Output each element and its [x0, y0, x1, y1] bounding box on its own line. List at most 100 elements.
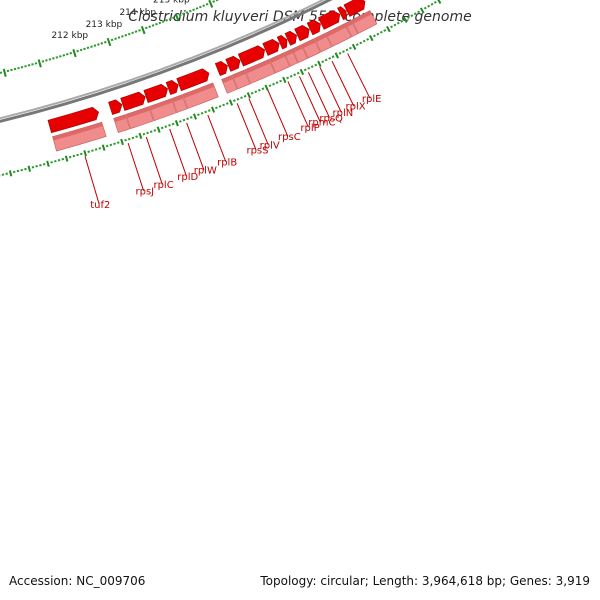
gene-label: rpsC: [278, 132, 301, 143]
scale-tick: [168, 17, 172, 21]
outer-tick: [228, 99, 234, 106]
scale-tick: [208, 0, 214, 8]
map-title: Clostridium kluyveri DSM 555, complete g…: [128, 9, 472, 25]
outer-tick: [79, 152, 83, 156]
gene-arrow: [317, 10, 341, 30]
scale-tick: [155, 22, 158, 26]
outer-tick: [160, 126, 164, 130]
outer-tick: [345, 48, 349, 52]
outer-tick: [282, 76, 287, 84]
cds-band-shadow: [221, 75, 234, 84]
gene-arrow: [108, 99, 123, 115]
scale-tick: [144, 26, 148, 30]
scale-tick: [121, 35, 124, 38]
outer-tick: [383, 29, 387, 32]
outer-tick: [222, 103, 226, 107]
outer-tick: [423, 6, 427, 10]
scale-tick: [45, 59, 48, 62]
outer-tick: [407, 16, 410, 19]
outer-tick: [127, 137, 131, 141]
outer-tick: [355, 43, 359, 47]
backbone-line: [0, 0, 325, 120]
scale-tick: [192, 8, 196, 12]
outer-tick: [362, 39, 366, 43]
genome-summary-text: Topology: circular; Length: 3,964,618 bp…: [260, 574, 590, 588]
outer-tick: [87, 150, 91, 153]
scale-tick: [27, 64, 31, 67]
outer-tick: [321, 60, 325, 64]
outer-tick: [427, 4, 431, 8]
scale-tick: [174, 13, 180, 22]
outer-tick: [186, 117, 189, 121]
gene-label: tuf2: [90, 200, 110, 211]
outer-tick: [98, 147, 102, 150]
cds-band-shadow: [284, 49, 294, 57]
gene-arrow: [165, 80, 179, 96]
outer-tick: [193, 113, 197, 120]
scale-label: 212 kbp: [51, 31, 88, 41]
scale-tick: [215, 0, 219, 2]
outer-tick: [105, 144, 109, 148]
gene-label-leader: [207, 114, 227, 162]
scale-tick: [62, 54, 66, 57]
outer-tick: [76, 153, 79, 157]
cds-band-shadow: [232, 70, 246, 79]
scale-tick: [127, 32, 131, 36]
outer-tick: [182, 118, 186, 122]
scale-tick: [58, 55, 62, 58]
outer-tick: [24, 167, 27, 171]
scale-tick: [178, 13, 182, 17]
scale-tick: [17, 66, 20, 70]
gene-arrow: [120, 91, 146, 111]
outer-tick: [109, 143, 113, 147]
gene-label: rpmC: [308, 118, 335, 129]
gene-arrow: [176, 68, 210, 92]
outer-tick: [207, 109, 211, 112]
outer-tick: [396, 21, 400, 25]
gene-label: rpsJ: [136, 186, 155, 197]
gene-arrow: [337, 6, 347, 21]
accession-text: Accession: NC_009706: [9, 574, 146, 588]
scale-tick: [198, 5, 202, 9]
scale-tick: [52, 57, 55, 60]
outer-tick: [334, 52, 340, 59]
gene-label-leader: [186, 122, 205, 170]
scale-tick: [6, 69, 10, 73]
scale-tick: [131, 31, 135, 35]
gene-label-leader: [299, 76, 321, 123]
outer-tick: [317, 60, 322, 67]
cds-band-shadow: [314, 33, 327, 43]
outer-tick: [153, 129, 157, 132]
scale-tick: [86, 46, 90, 50]
outer-tick: [286, 76, 290, 80]
outer-tick: [400, 19, 404, 23]
outer-tick: [116, 141, 120, 144]
outer-tick: [314, 63, 318, 67]
outer-tick: [91, 149, 94, 152]
cds-band-shadow: [345, 20, 353, 27]
outer-tick: [417, 10, 421, 14]
outer-tick: [250, 91, 254, 95]
scale-tick: [37, 59, 42, 68]
scale-tick: [185, 11, 189, 14]
scale-tick: [20, 65, 24, 69]
cds-band-shadow: [351, 10, 372, 24]
cds-band-shadow: [113, 114, 127, 123]
gene-label: rplW: [194, 166, 217, 177]
scale-tick: [100, 42, 104, 45]
scale-tick: [117, 36, 121, 39]
scale-tick: [138, 29, 141, 32]
outer-tick: [386, 25, 391, 33]
outer-tick: [142, 132, 146, 136]
outer-tick: [53, 160, 57, 163]
outer-tick: [178, 120, 182, 123]
outer-tick: [373, 34, 376, 38]
outer-tick: [369, 34, 374, 42]
outer-tick: [293, 73, 297, 77]
cds-band-shadow: [301, 38, 316, 49]
gene-label-leader: [145, 136, 163, 185]
scale-label: 215 kbp: [153, 0, 190, 5]
